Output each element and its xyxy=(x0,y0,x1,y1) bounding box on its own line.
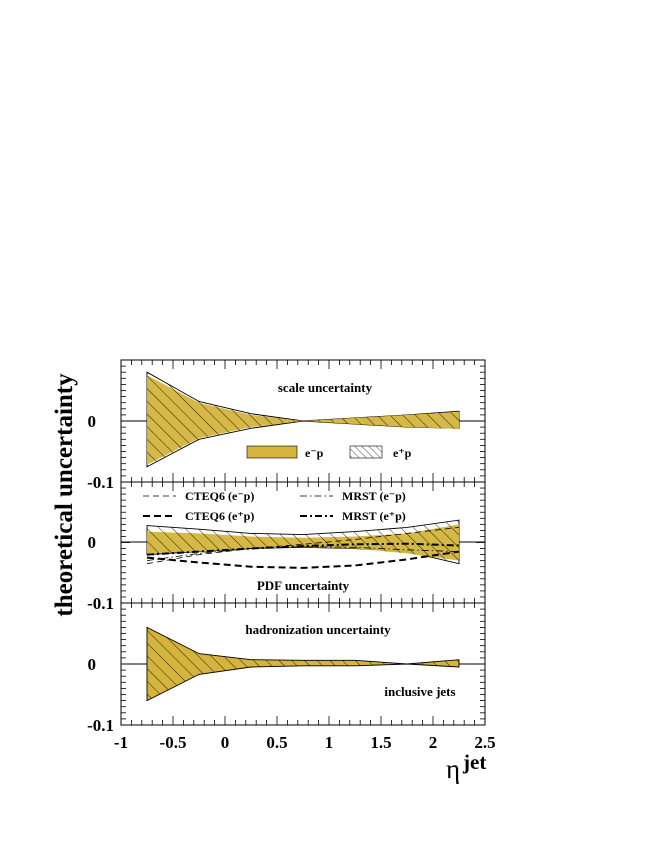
legend-em-swatch xyxy=(246,445,298,459)
panel-pdf-curves xyxy=(146,527,460,569)
legend-cteq6-ep-label: CTEQ6 (e⁺p) xyxy=(185,509,254,523)
panel-scale-bands xyxy=(146,371,460,468)
x-axis-title-superscript: jet xyxy=(462,750,486,774)
panel-hadronization-bands xyxy=(146,626,460,702)
y-tick-label-top-zero: 0 xyxy=(88,412,97,431)
y-axis-title: theoretical uncertainty xyxy=(51,373,78,617)
x-tick-label: 1 xyxy=(325,733,334,752)
y-tick-label-pdf-zero: 0 xyxy=(88,533,97,552)
y-tick-label-had-zero: 0 xyxy=(88,655,97,674)
panel-hadronization-annotation: inclusive jets xyxy=(384,684,455,699)
panel-pdf-bands xyxy=(146,519,460,565)
legend-cteq6-em-label: CTEQ6 (e⁻p) xyxy=(185,489,254,503)
legend-mrst-ep-label: MRST (e⁺p) xyxy=(342,509,406,523)
curve-1 xyxy=(146,550,460,569)
x-axis-title: η jet xyxy=(446,750,486,784)
y-tick-label-shared-1: -0.1 xyxy=(87,473,114,492)
legend-ep-swatch xyxy=(349,445,383,459)
legend-scale: e⁻p e⁺p xyxy=(246,445,412,460)
legend-ep-label: e⁺p xyxy=(393,446,412,460)
band-em-hatch xyxy=(147,524,459,561)
band-hadronization-hatch xyxy=(147,627,459,701)
x-tick-label: 0 xyxy=(221,733,230,752)
x-axis-title-symbol: η xyxy=(446,754,460,784)
legend-em-label: e⁻p xyxy=(305,446,324,460)
y-tick-label-shared-3: -0.1 xyxy=(87,716,114,735)
panel-hadronization-ticks xyxy=(120,602,486,726)
x-tick-label: 2.5 xyxy=(474,733,495,752)
panel-pdf: PDF uncertainty CTEQ6 (e⁻p) CTEQ6 (e⁺p) … xyxy=(120,481,486,604)
panel-pdf-ticks xyxy=(120,481,486,604)
panel-scale: scale uncertainty e⁻p e⁺p xyxy=(120,359,486,483)
band-em-hatch xyxy=(147,375,459,465)
panel-hadronization-title: hadronization uncertainty xyxy=(245,622,391,637)
panel-scale-title: scale uncertainty xyxy=(278,380,373,395)
x-tick-label: -0.5 xyxy=(160,733,187,752)
legend-pdf: CTEQ6 (e⁻p) CTEQ6 (e⁺p) MRST (e⁻p) MRST … xyxy=(143,489,406,523)
x-tick-labels: -1 -0.5 0 0.5 1 1.5 2 2.5 xyxy=(114,733,496,752)
x-tick-label: -1 xyxy=(114,733,128,752)
y-tick-labels: 0 -0.1 0 -0.1 0 -0.1 xyxy=(87,412,114,735)
x-tick-label: 0.5 xyxy=(266,733,287,752)
panel-scale-ticks xyxy=(120,359,486,483)
curve-3 xyxy=(146,542,460,556)
legend-mrst-em-label: MRST (e⁻p) xyxy=(342,489,406,503)
x-tick-label: 2 xyxy=(429,733,438,752)
x-tick-label: 1.5 xyxy=(370,733,391,752)
panel-pdf-title: PDF uncertainty xyxy=(257,578,350,593)
curve-0 xyxy=(146,527,460,565)
panel-hadronization: hadronization uncertainty inclusive jets xyxy=(120,602,486,726)
y-tick-label-shared-2: -0.1 xyxy=(87,594,114,613)
